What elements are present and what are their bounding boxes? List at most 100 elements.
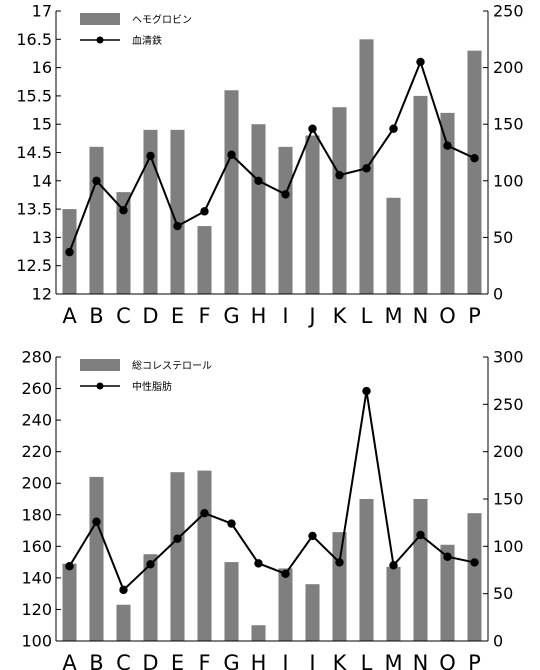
legend-line-label: 中性脂肪 (132, 380, 172, 393)
left-tick-label: 14.5 (16, 143, 52, 162)
category-label: F (198, 304, 210, 328)
line-point-N (416, 57, 425, 67)
line-point-I (281, 190, 290, 199)
bar-O (440, 544, 455, 641)
category-label: P (468, 304, 481, 328)
bar-J (305, 135, 320, 294)
bar-M (386, 566, 401, 641)
legend-line-marker (96, 382, 104, 390)
bar-F (197, 470, 212, 641)
left-tick-label: 180 (21, 505, 52, 524)
category-label: N (413, 304, 429, 328)
category-label: H (251, 651, 267, 670)
line-point-D (146, 560, 155, 569)
category-label: M (384, 304, 402, 328)
legend-line-label: 血清鉄 (132, 34, 162, 47)
category-label: F (198, 651, 210, 670)
left-tick-label: 100 (21, 632, 52, 651)
left-tick-label: 260 (21, 379, 52, 398)
bar-E (170, 472, 185, 641)
line-point-F (200, 509, 209, 518)
right-tick-label: 100 (493, 171, 524, 190)
bar-N (413, 499, 428, 641)
bar-H (251, 124, 266, 294)
left-tick-label: 12.5 (16, 256, 52, 275)
line-point-A (65, 247, 74, 257)
left-tick-label: 15.5 (16, 86, 52, 105)
chart-1: 12 12.5 13 13.5 14 14.5 15 15.5 16 16.5 17 0 50 100 15… (16, 2, 523, 329)
bar-C (116, 192, 131, 294)
bar-I (278, 568, 293, 641)
left-tick-label: 160 (21, 537, 52, 556)
category-label: D (142, 651, 158, 670)
line-point-E (173, 534, 182, 543)
category-label: G (223, 651, 239, 670)
bar-M (386, 197, 401, 294)
category-label: A (62, 304, 77, 328)
line-point-L (362, 164, 371, 173)
bar-O (440, 112, 455, 294)
category-label: E (171, 651, 184, 670)
category-label: G (223, 304, 239, 328)
line-point-H (254, 559, 263, 568)
bar-K (332, 532, 347, 641)
bar-J (305, 584, 320, 641)
category-label: J (307, 651, 315, 670)
bar-E (170, 129, 185, 294)
category-label: B (89, 304, 103, 328)
bar-F (197, 226, 212, 294)
bar-P (467, 513, 482, 641)
right-tick-label: 50 (493, 584, 513, 603)
category-label: O (439, 304, 456, 328)
right-tick-label: 50 (493, 228, 513, 247)
left-tick-label: 16 (32, 58, 52, 77)
category-label: L (361, 651, 373, 670)
category-label: E (171, 304, 184, 328)
line-point-C (119, 206, 128, 215)
series-line (68, 390, 475, 592)
right-tick-label: 300 (493, 348, 524, 367)
bar-P (467, 50, 482, 295)
right-tick-label: 250 (493, 2, 524, 21)
line-point-L (362, 386, 371, 396)
line-point-B (92, 176, 101, 185)
category-label: A (62, 651, 77, 670)
line-point-J (308, 124, 317, 133)
line-point-G (227, 519, 236, 528)
category-label: N (413, 651, 429, 670)
right-tick-label: 250 (493, 395, 524, 414)
chart-2: 100 120 140 160 180 200 220 240 260 280 0 50 100 150 2… (21, 348, 523, 670)
line-point-K (335, 170, 344, 180)
right-tick-label: 200 (493, 58, 524, 77)
left-tick-label: 240 (21, 411, 52, 430)
right-tick-label: 100 (493, 537, 524, 556)
category-label: I (282, 304, 288, 328)
legend-bar-label: ヘモグロビン (132, 13, 192, 26)
line-point-H (254, 176, 263, 185)
line-point-M (389, 124, 398, 133)
bar-D (143, 129, 158, 294)
category-label: B (89, 651, 103, 670)
category-label: I (282, 651, 288, 670)
line-point-J (308, 531, 317, 541)
line-point-C (119, 585, 128, 595)
bar-A (62, 563, 77, 641)
bar-G (224, 90, 239, 295)
right-tick-label: 0 (493, 632, 503, 651)
category-label: L (361, 304, 373, 328)
legend-line-marker (96, 36, 104, 44)
left-tick-label: 12 (32, 285, 52, 304)
bar-G (224, 562, 239, 641)
bar-I (278, 146, 293, 294)
left-tick-label: 15 (32, 115, 52, 134)
left-tick-label: 17 (32, 2, 52, 21)
line-point-P (470, 153, 479, 163)
line-point-G (227, 150, 236, 159)
line-point-M (389, 561, 398, 570)
left-tick-label: 16.5 (16, 30, 52, 49)
legend-bar-label: 総コレステロール (132, 359, 212, 372)
legend-bar-swatch (80, 13, 120, 25)
bar-C (116, 604, 131, 641)
left-tick-label: 14 (32, 171, 52, 190)
